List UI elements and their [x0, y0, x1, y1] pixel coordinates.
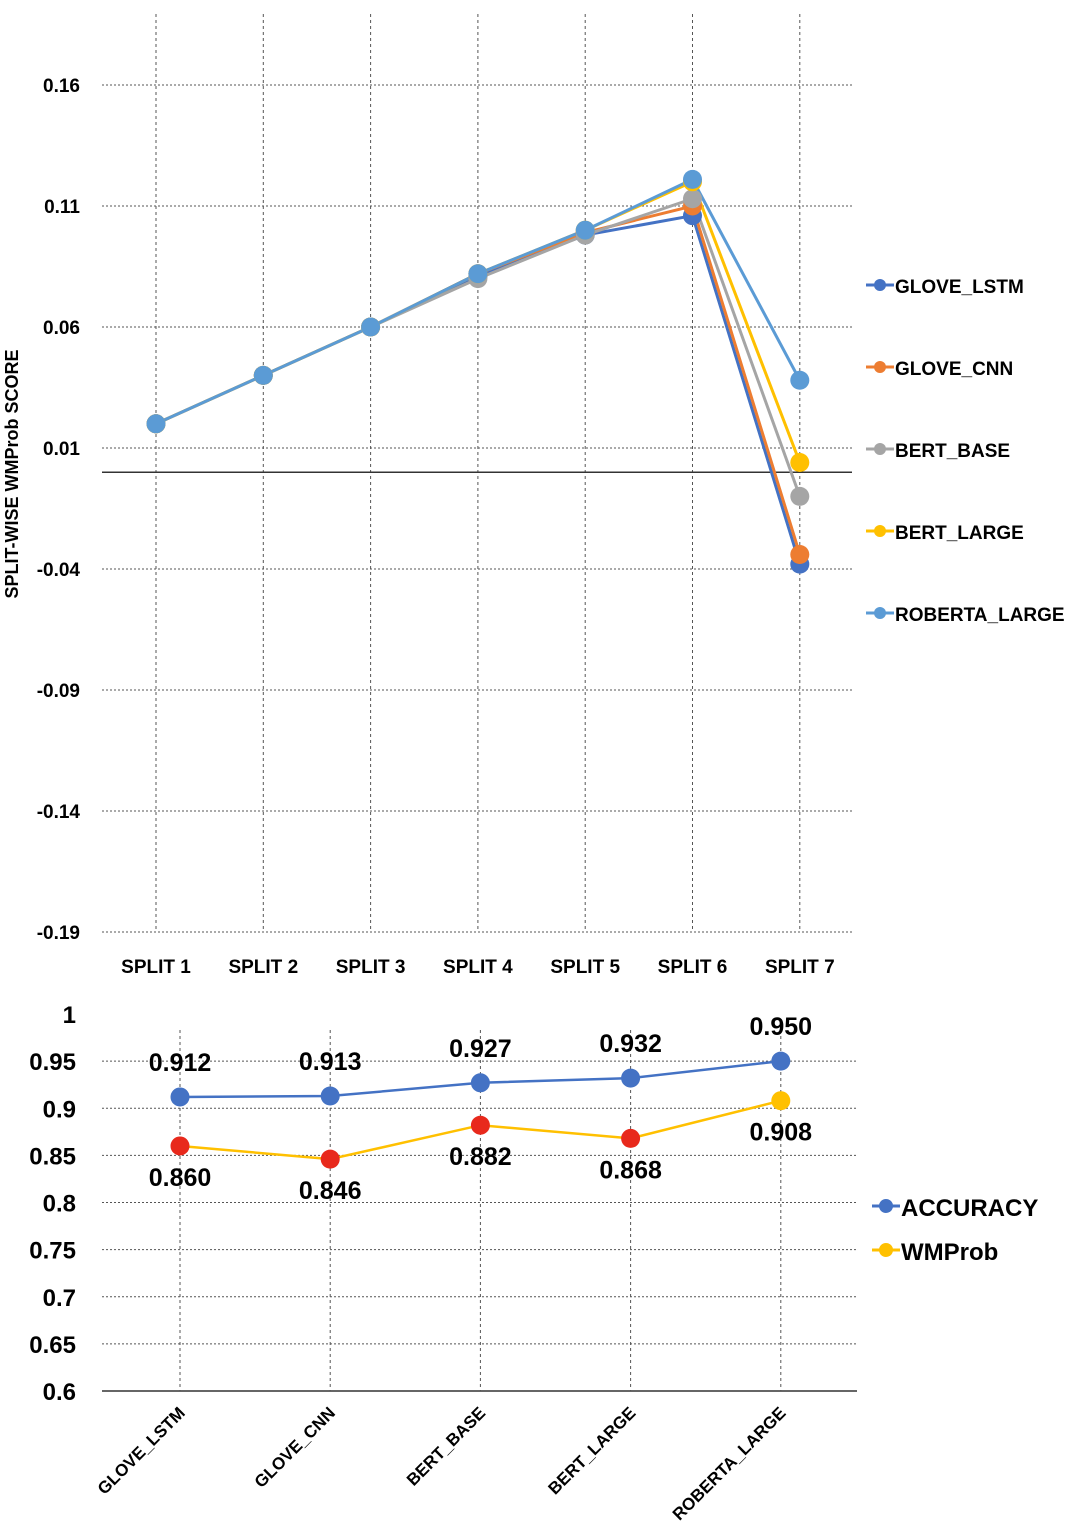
data-point-bert_large [790, 453, 810, 473]
y-axis-label: SPLIT-WISE WMProb SCORE [2, 349, 22, 598]
split-wise-wmprob-chart: 0.16 0.11 0.06 0.01 -0.04 -0.09 -0.14 -0.19 SPLI… [2, 14, 1065, 978]
legend-label: WMProb [901, 1239, 998, 1266]
data-point-wmprob [320, 1149, 340, 1169]
data-point-wmprob [470, 1115, 490, 1135]
data-label: 0.932 [599, 1030, 662, 1058]
x-tick-label: BERT_LARGE [545, 1403, 640, 1498]
data-point-roberta_large [575, 220, 595, 240]
legend-label: ACCURACY [901, 1195, 1038, 1222]
y-tick-label: 0.85 [29, 1143, 76, 1170]
y-tick-label: 0.8 [43, 1191, 76, 1218]
data-point-roberta_large [146, 414, 166, 434]
data-point-wmprob [170, 1136, 190, 1156]
x-tick-label: BERT_BASE [403, 1403, 489, 1489]
x-tick-label: SPLIT 1 [121, 957, 191, 978]
x-tick-label: GLOVE_CNN [251, 1403, 339, 1491]
legend-label: ROBERTA_LARGE [895, 605, 1065, 626]
x-tick-label: SPLIT 7 [765, 957, 835, 978]
data-point-roberta_large [253, 365, 273, 385]
legend-label: BERT_BASE [895, 441, 1010, 462]
y-tick-label: 0.95 [29, 1049, 76, 1076]
data-point-bert_base [683, 189, 702, 209]
y-tick-label: 0.7 [43, 1285, 76, 1312]
data-point-accuracy [771, 1051, 791, 1071]
x-tick-label: SPLIT 5 [550, 957, 620, 978]
data-label: 0.912 [149, 1049, 212, 1077]
data-point-roberta_large [683, 169, 702, 189]
y-tick-label: 0.6 [43, 1379, 76, 1406]
legend-marker-bert_large [874, 525, 886, 537]
legend-label: GLOVE_LSTM [895, 277, 1024, 298]
legend-label: BERT_LARGE [895, 523, 1024, 544]
data-label: 0.908 [750, 1119, 813, 1147]
data-point-roberta_large [790, 370, 810, 390]
data-label: 0.950 [750, 1013, 813, 1041]
y-tick-label: -0.14 [37, 802, 81, 823]
y-tick-label: 0.01 [43, 439, 80, 460]
data-label: 0.868 [599, 1156, 662, 1184]
data-point-roberta_large [361, 317, 381, 337]
y-tick-label: 0.11 [44, 197, 80, 218]
y-tick-label: -0.04 [37, 560, 81, 581]
x-tick-label: SPLIT 2 [228, 957, 298, 978]
legend-marker-glove_lstm [874, 279, 886, 291]
legend-marker-roberta_large [874, 607, 886, 619]
y-tick-label: -0.19 [37, 923, 80, 944]
x-tick-label: SPLIT 4 [443, 957, 513, 978]
legend-marker-wmprob [879, 1243, 893, 1257]
legend-marker-glove_cnn [874, 361, 886, 373]
legend-label: GLOVE_CNN [895, 359, 1013, 380]
x-tick-label: ROBERTA_LARGE [669, 1403, 790, 1524]
y-tick-label: 0.16 [43, 76, 80, 97]
x-tick-label: SPLIT 3 [336, 957, 406, 978]
x-tick-label: GLOVE_LSTM [94, 1403, 189, 1498]
x-tick-label: SPLIT 6 [658, 957, 728, 978]
data-label: 0.860 [149, 1164, 212, 1192]
legend-marker-accuracy [879, 1199, 893, 1213]
y-tick-label: 0.9 [43, 1096, 76, 1123]
data-point-accuracy [170, 1087, 190, 1107]
data-point-accuracy [621, 1068, 641, 1088]
data-point-accuracy [320, 1086, 340, 1106]
y-tick-label: -0.09 [37, 681, 80, 702]
y-tick-label: 0.06 [43, 318, 80, 339]
data-point-glove_cnn [790, 544, 810, 564]
data-point-accuracy [470, 1073, 490, 1093]
y-tick-label: 0.75 [29, 1238, 76, 1265]
y-tick-label: 1 [63, 1002, 76, 1029]
accuracy-wmprob-chart: 1 0.95 0.9 0.85 0.8 0.75 0.7 0.65 0.6 GLOVE_LSTM G… [29, 1002, 1038, 1524]
data-point-bert_base [790, 486, 810, 506]
data-label: 0.846 [299, 1177, 362, 1205]
legend-marker-bert_base [874, 443, 886, 455]
data-label: 0.927 [449, 1035, 512, 1063]
data-label: 0.913 [299, 1048, 362, 1076]
data-point-wmprob [771, 1091, 791, 1111]
data-point-wmprob [621, 1128, 641, 1148]
data-label: 0.882 [449, 1143, 512, 1171]
y-tick-label: 0.65 [29, 1332, 76, 1359]
data-point-roberta_large [468, 264, 488, 284]
